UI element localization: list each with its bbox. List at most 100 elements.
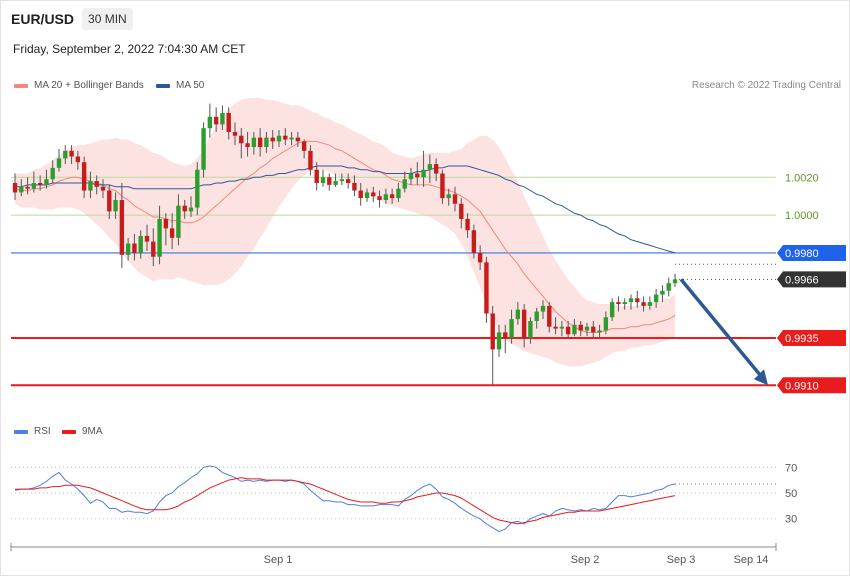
candle-body — [19, 186, 24, 193]
x-axis-label: Sep 3 — [667, 554, 696, 566]
candle-body — [521, 309, 527, 339]
candle-body — [609, 302, 615, 318]
x-axis-label: Sep 1 — [264, 554, 293, 566]
candle-body — [151, 241, 156, 257]
candle-body — [257, 137, 263, 148]
legend-ma50: MA 50 — [156, 80, 204, 91]
price-level-tag — [777, 244, 846, 261]
candle-body — [358, 190, 363, 199]
candle-body — [31, 182, 37, 189]
legend-rsi-swatch — [14, 429, 28, 434]
candle-body — [289, 137, 294, 140]
candle-body — [465, 218, 470, 231]
x-axis-label: Sep 2 — [571, 554, 600, 566]
candle-body — [188, 207, 194, 212]
legend-9ma: 9MA — [62, 426, 103, 437]
candle-body — [591, 326, 596, 333]
candle-body — [25, 186, 30, 189]
legend-9ma-swatch — [62, 429, 76, 434]
candle-body — [100, 186, 106, 191]
candle-body — [559, 326, 565, 329]
copyright-text: Research © 2022 Trading Central — [691, 80, 841, 91]
candle-body — [509, 319, 514, 339]
candle-body — [584, 326, 590, 331]
candle-body — [371, 192, 376, 197]
legend-ma20: MA 20 + Bollinger Bands — [14, 80, 144, 91]
ma20-line — [14, 140, 676, 333]
candle-body — [270, 137, 275, 142]
candle-body — [195, 169, 200, 208]
candle-body — [69, 150, 74, 157]
candle-body — [377, 196, 382, 200]
legend-ma20-swatch — [14, 83, 28, 88]
candle-body — [264, 137, 269, 148]
legend-9ma-label: 9MA — [82, 426, 103, 437]
candle-body — [364, 192, 370, 199]
candle-body — [125, 243, 131, 255]
candle-body — [339, 179, 345, 182]
candle-body — [446, 194, 451, 199]
candle-body — [565, 326, 571, 335]
candle-body — [182, 205, 187, 212]
price-level-label: 0.9910 — [785, 380, 819, 392]
rsi-tick-label: 30 — [785, 514, 797, 526]
price-level-label: 0.9980 — [785, 248, 819, 260]
price-level-tag — [777, 271, 846, 288]
candle-body — [327, 177, 332, 185]
price-level-tag — [777, 330, 846, 347]
candle-body — [547, 305, 552, 327]
candle-body — [276, 135, 282, 142]
candle-body — [37, 182, 43, 185]
title-row: EUR/USD 30 MIN — [11, 8, 133, 30]
candle-body — [94, 181, 99, 187]
candle-body — [163, 218, 169, 229]
candle-body — [647, 302, 653, 306]
candle-body — [484, 262, 489, 314]
price-level-label: 1.0000 — [785, 210, 819, 222]
forecast-arrow-head — [754, 369, 768, 386]
candle-body — [308, 150, 313, 170]
candle-body — [653, 294, 659, 303]
candle-body — [490, 313, 495, 350]
candle-body — [471, 230, 477, 253]
candle-body — [226, 113, 231, 132]
candle-body — [396, 188, 401, 199]
candle-body — [641, 302, 646, 306]
rsi-tick-label: 50 — [785, 488, 797, 500]
candle-body — [119, 200, 125, 255]
candle-body — [440, 173, 445, 199]
candle-body — [169, 228, 175, 238]
candle-body — [408, 173, 414, 180]
candle-body — [553, 326, 558, 329]
candle-body — [622, 302, 627, 304]
candle-body — [207, 116, 213, 129]
candle-body — [578, 324, 583, 331]
forecast-arrow-shaft — [679, 278, 764, 379]
candle-body — [176, 205, 181, 238]
candle-body — [427, 164, 433, 170]
candle-body — [628, 298, 634, 303]
candle-body — [132, 243, 137, 253]
candle-body — [239, 135, 244, 144]
candle-body — [44, 179, 49, 185]
candle-body — [12, 182, 18, 193]
price-level-label: 0.9966 — [785, 274, 819, 286]
legend-rsi: RSI — [14, 426, 51, 437]
candle-body — [383, 194, 389, 200]
candle-body — [452, 194, 458, 204]
candle-body — [477, 252, 483, 263]
candle-body — [88, 181, 93, 191]
candle-body — [603, 317, 609, 331]
candle-body — [63, 150, 68, 159]
candle-body — [245, 143, 250, 148]
timeframe-badge[interactable]: 30 MIN — [82, 8, 133, 30]
candle-body — [50, 167, 55, 180]
candle-body — [220, 113, 225, 125]
price-level-label: 1.0020 — [785, 172, 819, 184]
candle-body — [660, 290, 665, 295]
candle-body — [283, 135, 288, 140]
candle-body — [301, 141, 307, 151]
candle-body — [352, 182, 357, 191]
x-axis-label: Sep 14 — [734, 554, 769, 566]
